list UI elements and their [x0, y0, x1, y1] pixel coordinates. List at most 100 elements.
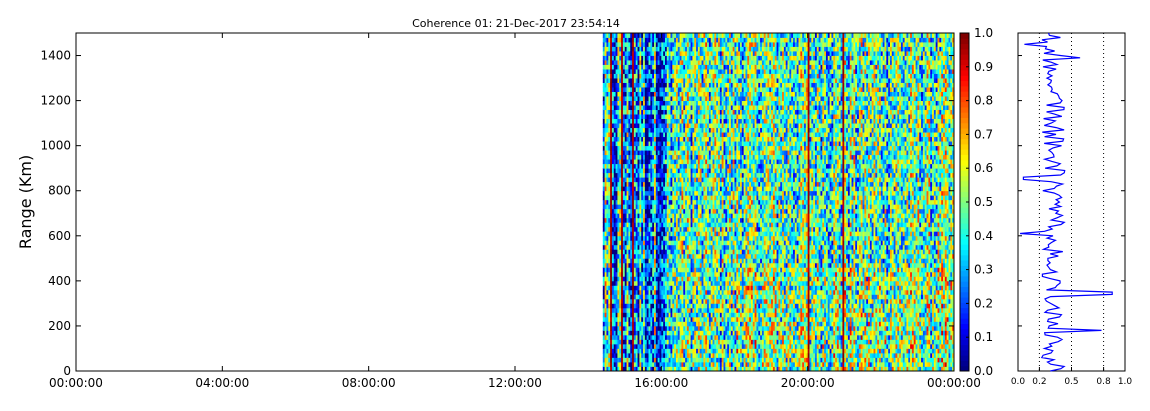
- heatmap-cell: [663, 136, 666, 142]
- heatmap-cell: [685, 298, 688, 304]
- heatmap-cell: [723, 352, 726, 358]
- heatmap-cell: [696, 217, 699, 223]
- heatmap-cell: [672, 366, 675, 372]
- heatmap-cell: [661, 208, 664, 214]
- heatmap-cell: [718, 118, 721, 124]
- heatmap-cell: [652, 136, 655, 142]
- heatmap-cell: [613, 168, 617, 174]
- heatmap-cell: [650, 361, 653, 367]
- heatmap-cell: [690, 253, 693, 259]
- heatmap-cell: [708, 60, 712, 65]
- heatmap-cell: [644, 82, 648, 88]
- heatmap-cell: [683, 78, 686, 83]
- heatmap-cell: [613, 177, 617, 183]
- heatmap-cell: [604, 217, 607, 223]
- heatmap-cell: [681, 33, 684, 38]
- heatmap-cell: [626, 154, 629, 160]
- heatmap-cell: [646, 330, 649, 336]
- heatmap-cell: [666, 64, 670, 70]
- heatmap-cell: [697, 262, 701, 268]
- heatmap-cell: [630, 343, 633, 349]
- heatmap-cell: [613, 114, 617, 120]
- heatmap-cell: [721, 136, 724, 142]
- heatmap-cell: [708, 357, 712, 363]
- heatmap-cell: [646, 352, 649, 358]
- heatmap-cell: [690, 361, 693, 367]
- heatmap-cell: [681, 330, 684, 336]
- heatmap-cell: [650, 141, 653, 147]
- heatmap-cell: [716, 141, 719, 147]
- heatmap-cell: [652, 226, 655, 232]
- heatmap-cell: [641, 51, 644, 56]
- heatmap-cell: [610, 204, 613, 210]
- heatmap-cell: [639, 357, 642, 363]
- heatmap-cell: [696, 253, 699, 259]
- heatmap-cell: [685, 100, 688, 106]
- heatmap-cell: [683, 46, 686, 52]
- heatmap-cell: [707, 109, 710, 115]
- heatmap-cell: [677, 177, 681, 183]
- heatmap-cell: [696, 109, 699, 115]
- heatmap-cell: [705, 298, 708, 304]
- heatmap-cell: [633, 37, 637, 43]
- heatmap-cell: [721, 213, 724, 219]
- heatmap-cell: [608, 226, 611, 232]
- heatmap-cell: [664, 154, 668, 160]
- heatmap-cell: [633, 163, 637, 169]
- heatmap-cell: [672, 159, 675, 165]
- heatmap-cell: [663, 69, 666, 74]
- heatmap-cell: [686, 181, 690, 187]
- heatmap-cell: [646, 294, 649, 300]
- heatmap-cell: [617, 190, 620, 196]
- heatmap-cell: [628, 226, 631, 232]
- heatmap-cell: [677, 181, 681, 187]
- heatmap-cell: [705, 312, 708, 318]
- heatmap-cell: [679, 262, 682, 268]
- heatmap-cell: [633, 285, 637, 291]
- heatmap-cell: [648, 253, 651, 259]
- heatmap-cell: [686, 271, 690, 277]
- heatmap-cell: [650, 343, 653, 349]
- heatmap-cell: [657, 217, 660, 223]
- heatmap-cell: [716, 325, 719, 331]
- heatmap-cell: [714, 289, 717, 295]
- heatmap-cell: [624, 159, 627, 165]
- heatmap-cell: [644, 249, 648, 255]
- heatmap-cell: [681, 249, 684, 255]
- heatmap-cell: [719, 285, 723, 291]
- heatmap-cell: [663, 231, 666, 237]
- heatmap-cell: [703, 163, 706, 169]
- heatmap-cell: [710, 352, 713, 358]
- heatmap-cell: [681, 294, 684, 300]
- heatmap-cell: [608, 235, 611, 241]
- heatmap-cell: [670, 289, 673, 295]
- heatmap-cell: [628, 298, 631, 304]
- heatmap-cell: [637, 159, 640, 165]
- heatmap-cell: [705, 231, 708, 237]
- heatmap-cell: [705, 177, 708, 183]
- heatmap-cell: [646, 190, 649, 196]
- heatmap-cell: [644, 141, 648, 147]
- heatmap-cell: [723, 177, 726, 183]
- heatmap-cell: [666, 213, 670, 219]
- heatmap-cell: [705, 69, 708, 74]
- heatmap-cell: [701, 60, 704, 65]
- heatmap-cell: [670, 231, 673, 237]
- heatmap-cell: [719, 168, 723, 174]
- heatmap-cell: [635, 312, 638, 318]
- heatmap-cell: [604, 118, 607, 124]
- heatmap-cell: [610, 105, 613, 111]
- heatmap-cell: [677, 226, 681, 232]
- heatmap-cell: [659, 312, 662, 318]
- heatmap-cell: [681, 100, 684, 106]
- heatmap-cell: [655, 60, 659, 65]
- heatmap-cell: [697, 199, 701, 205]
- heatmap-cell: [696, 37, 699, 43]
- heatmap-cell: [628, 361, 631, 367]
- heatmap-cell: [670, 118, 673, 124]
- heatmap-cell: [602, 37, 606, 43]
- heatmap-cell: [637, 109, 640, 115]
- heatmap-cell: [723, 258, 726, 264]
- heatmap-cell: [611, 307, 615, 313]
- heatmap-cell: [703, 339, 706, 345]
